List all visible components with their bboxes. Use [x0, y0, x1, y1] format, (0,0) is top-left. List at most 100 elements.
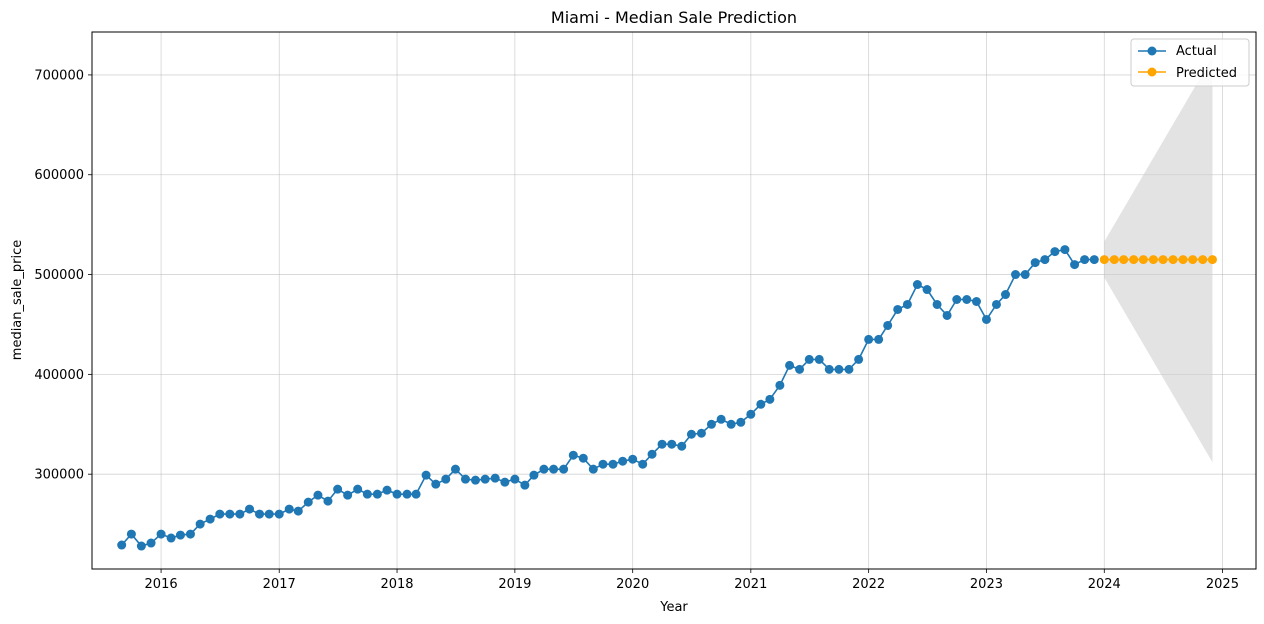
data-point-actual	[785, 360, 795, 370]
data-point-actual	[824, 364, 834, 374]
data-point-actual	[215, 509, 225, 519]
data-point-actual	[1011, 270, 1021, 280]
data-point-actual	[902, 299, 912, 309]
data-point-actual	[568, 450, 578, 460]
plot-area	[92, 32, 1256, 569]
data-point-actual	[146, 538, 156, 548]
x-tick-label: 2018	[380, 577, 413, 592]
series-line-actual	[121, 248, 1095, 547]
data-point-actual	[411, 489, 421, 499]
data-point-actual	[962, 295, 972, 305]
data-point-actual	[117, 540, 127, 550]
legend-label-predicted: Predicted	[1176, 66, 1237, 81]
data-point-actual	[313, 490, 323, 500]
y-tick-label: 700000	[34, 68, 84, 83]
data-point-actual	[775, 380, 785, 390]
data-point-actual	[706, 419, 716, 429]
data-point-actual	[156, 529, 166, 539]
data-point-actual	[450, 464, 460, 474]
data-point-actual	[274, 509, 284, 519]
data-point-actual	[470, 475, 480, 485]
data-point-actual	[765, 394, 775, 404]
data-point-actual	[480, 474, 490, 484]
data-point-actual	[510, 474, 520, 484]
data-point-actual	[696, 428, 706, 438]
data-point-actual	[991, 299, 1001, 309]
data-point-actual	[932, 299, 942, 309]
data-point-actual	[195, 519, 205, 529]
x-tick-label: 2017	[263, 577, 296, 592]
data-point-actual	[520, 480, 530, 490]
legend: Actual Predicted	[1130, 38, 1250, 87]
y-tick-label: 500000	[34, 268, 84, 283]
data-point-actual	[912, 280, 922, 290]
data-point-actual	[235, 509, 245, 519]
data-point-actual	[922, 285, 932, 295]
plot-frame	[91, 31, 1257, 570]
data-point-actual	[136, 541, 146, 551]
data-point-predicted	[1178, 255, 1188, 265]
data-point-actual	[500, 477, 510, 487]
legend-marker-actual	[1147, 46, 1157, 56]
chart-title: Miami - Median Sale Prediction	[551, 8, 797, 27]
data-point-actual	[490, 473, 500, 483]
x-tick-label: 2024	[1088, 577, 1121, 592]
data-point-predicted	[1148, 255, 1158, 265]
data-point-actual	[245, 504, 255, 514]
data-point-actual	[284, 504, 294, 514]
data-point-actual	[628, 454, 638, 464]
y-tick-label: 300000	[34, 468, 84, 483]
data-point-actual	[618, 456, 628, 466]
data-point-predicted	[1129, 255, 1139, 265]
x-tick-label: 2016	[145, 577, 178, 592]
data-point-actual	[814, 354, 824, 364]
data-point-actual	[264, 509, 274, 519]
data-point-actual	[392, 489, 402, 499]
data-point-actual	[854, 354, 864, 364]
data-point-predicted	[1109, 255, 1119, 265]
data-point-actual	[598, 459, 608, 469]
grid	[92, 32, 1256, 569]
data-point-actual	[1070, 260, 1080, 270]
data-point-actual	[726, 419, 736, 429]
data-point-actual	[952, 295, 962, 305]
y-axis-label: median_sale_price	[10, 240, 25, 360]
data-point-actual	[205, 514, 215, 524]
data-point-actual	[225, 509, 235, 519]
data-point-actual	[893, 304, 903, 314]
data-point-predicted	[1099, 255, 1109, 265]
data-point-predicted	[1188, 255, 1198, 265]
data-point-actual	[647, 449, 657, 459]
data-point-predicted	[1168, 255, 1178, 265]
data-point-actual	[1080, 255, 1090, 265]
data-point-actual	[686, 429, 696, 439]
data-point-actual	[441, 474, 451, 484]
series-layer	[117, 245, 1217, 551]
data-point-actual	[175, 530, 185, 540]
data-point-actual	[883, 320, 893, 330]
data-point-actual	[255, 509, 265, 519]
x-tick-label: 2025	[1206, 577, 1239, 592]
data-point-actual	[343, 490, 353, 500]
data-point-predicted	[1198, 255, 1208, 265]
y-axis: 300000 400000 500000 600000 700000	[34, 68, 92, 483]
data-point-actual	[981, 314, 991, 324]
y-tick-label: 600000	[34, 168, 84, 183]
x-tick-label: 2022	[852, 577, 885, 592]
data-point-actual	[874, 334, 884, 344]
data-point-actual	[942, 310, 952, 320]
data-point-actual	[166, 533, 176, 543]
data-point-predicted	[1138, 255, 1148, 265]
data-point-actual	[716, 414, 726, 424]
legend-label-actual: Actual	[1176, 44, 1217, 59]
data-point-actual	[333, 484, 343, 494]
data-point-actual	[677, 441, 687, 451]
data-point-actual	[864, 334, 874, 344]
x-tick-label: 2023	[970, 577, 1003, 592]
data-point-actual	[353, 484, 363, 494]
data-point-actual	[539, 464, 549, 474]
data-point-actual	[756, 399, 766, 409]
data-point-actual	[1089, 255, 1099, 265]
data-point-actual	[303, 497, 313, 507]
